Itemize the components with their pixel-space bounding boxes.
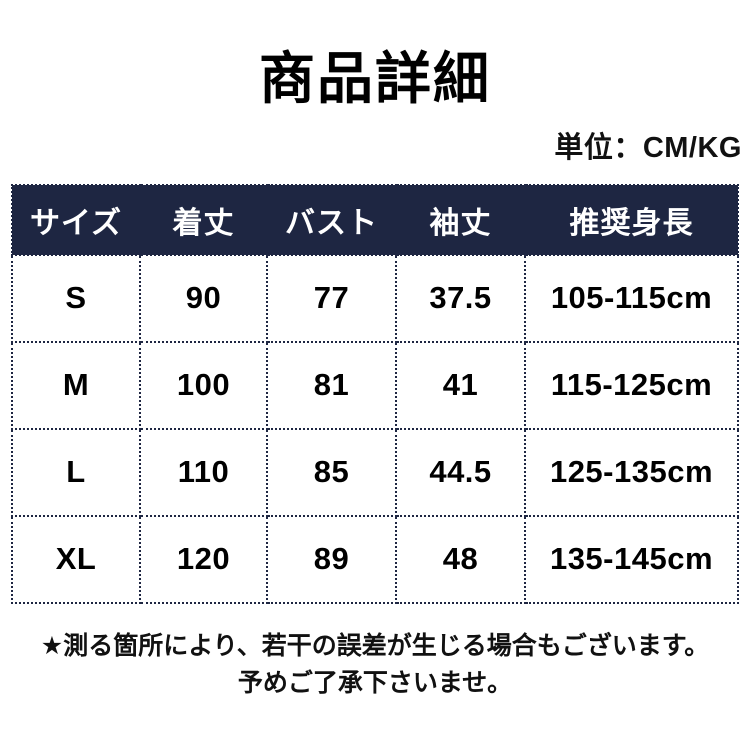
value-cell: 115-125cm xyxy=(524,340,739,430)
measurement-note-line1: ★測る箇所により、若干の誤差が生じる場合もございます。 xyxy=(40,631,710,660)
value-cell: 44.5 xyxy=(395,427,526,517)
table-row-XL: XL 120 89 48 135-145cm xyxy=(11,514,739,604)
size-cell: S xyxy=(11,253,141,343)
column-header-4: 推奨身長 xyxy=(524,183,739,256)
value-cell: 41 xyxy=(395,340,526,430)
value-cell: 89 xyxy=(266,514,397,604)
value-cell: 100 xyxy=(139,340,268,430)
value-cell: 90 xyxy=(139,253,268,343)
table-row-L: L 110 85 44.5 125-135cm xyxy=(11,427,739,517)
size-cell: M xyxy=(11,340,141,430)
size-cell: XL xyxy=(11,514,141,604)
size-chart-table: サイズ 着丈 バスト 袖丈 推奨身長 S 90 77 37.5 105-115cm M 100 81 4… xyxy=(11,183,739,604)
column-header-0: サイズ xyxy=(11,183,141,256)
value-cell: 77 xyxy=(266,253,397,343)
measurement-note-line2: 予めご了承下さいませ。 xyxy=(237,669,513,698)
measurement-note: ★測る箇所により、若干の誤差が生じる場合もございます。 予めご了承下さいませ。 xyxy=(0,628,750,703)
value-cell: 81 xyxy=(266,340,397,430)
size-chart-body: S 90 77 37.5 105-115cm M 100 81 41 115-125cm L 110 8… xyxy=(11,253,739,604)
value-cell: 125-135cm xyxy=(524,427,739,517)
value-cell: 135-145cm xyxy=(524,514,739,604)
table-row-M: M 100 81 41 115-125cm xyxy=(11,340,739,430)
value-cell: 37.5 xyxy=(395,253,526,343)
value-cell: 48 xyxy=(395,514,526,604)
value-cell: 85 xyxy=(266,427,397,517)
column-header-2: バスト xyxy=(266,183,397,256)
value-cell: 105-115cm xyxy=(524,253,739,343)
value-cell: 110 xyxy=(139,427,268,517)
table-row-S: S 90 77 37.5 105-115cm xyxy=(11,253,739,343)
size-chart-header-row: サイズ 着丈 バスト 袖丈 推奨身長 xyxy=(11,183,739,256)
value-cell: 120 xyxy=(139,514,268,604)
size-cell: L xyxy=(11,427,141,517)
column-header-1: 着丈 xyxy=(139,183,268,256)
page-title: 商品詳細 xyxy=(259,47,491,110)
column-header-3: 袖丈 xyxy=(395,183,526,256)
unit-label: 単位：CM/KG xyxy=(554,131,742,164)
